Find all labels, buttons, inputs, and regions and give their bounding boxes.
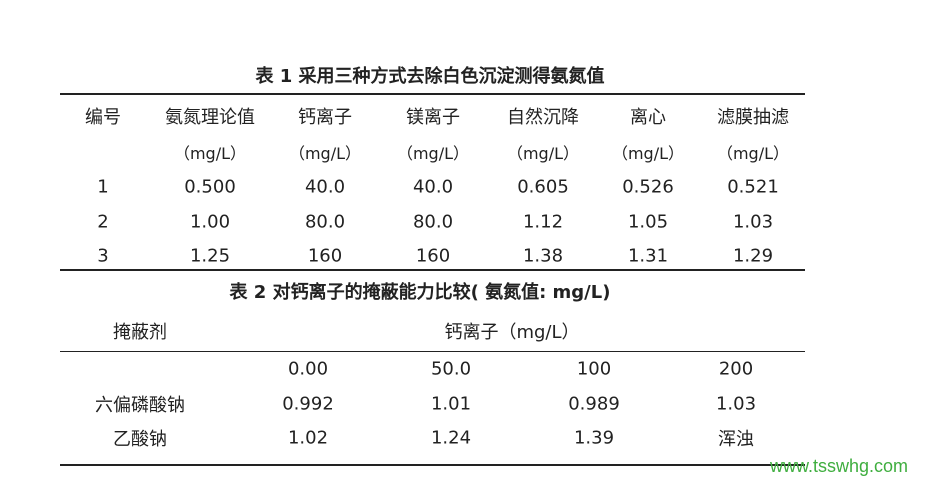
cell: 40.0	[412, 176, 454, 198]
cell: 0.989	[568, 393, 620, 415]
cell: 0.992	[282, 393, 334, 415]
cell: 160	[415, 245, 451, 267]
cell: 0.521	[727, 176, 779, 198]
header-cell: 50.0	[430, 358, 472, 380]
rule	[60, 269, 805, 271]
cell: 80.0	[304, 211, 346, 232]
cell: 1.24	[430, 427, 472, 449]
header-unit: （mg/L）	[288, 144, 362, 163]
cell: 乙酸钠	[113, 429, 167, 450]
header-cell: 钙离子（mg/L）	[444, 322, 580, 343]
header-unit: （mg/L）	[716, 144, 790, 163]
cell: 40.0	[304, 176, 346, 198]
header-unit: （mg/L）	[173, 144, 247, 163]
header-cell: 离心	[630, 107, 666, 128]
cell: 1.29	[732, 245, 774, 267]
cell: 1.05	[627, 211, 669, 232]
cell: 160	[307, 245, 343, 267]
watermark: www.tsswhg.com	[770, 456, 909, 476]
cell: 0.500	[184, 176, 236, 198]
cell: 1.00	[189, 211, 231, 232]
cell: 1.38	[522, 245, 564, 267]
header-cell: 镁离子	[406, 107, 460, 128]
cell: 80.0	[412, 211, 454, 232]
cell: 1.01	[430, 393, 472, 415]
cell: 浑浊	[718, 429, 754, 450]
header-unit: （mg/L）	[396, 144, 470, 163]
table-title: 表 1 采用三种方式去除白色沉淀测得氨氮值	[255, 66, 605, 87]
rule	[60, 464, 805, 466]
header-unit: （mg/L）	[506, 144, 580, 163]
cell: 0.526	[622, 176, 674, 198]
header-cell: 0.00	[287, 358, 329, 380]
cell: 1.12	[522, 211, 564, 232]
header-cell: 滤膜抽滤	[717, 107, 789, 128]
cell: 1.03	[715, 393, 757, 415]
header-cell: 自然沉降	[507, 107, 579, 128]
header-cell: 100	[576, 358, 612, 380]
cell: 1.25	[189, 245, 231, 267]
cell: 1.03	[732, 211, 774, 232]
header-cell: 氨氮理论值	[165, 107, 255, 128]
cell: 1.31	[627, 245, 669, 267]
cell: 3	[97, 245, 109, 267]
cell: 2	[97, 211, 109, 232]
cell: 1	[97, 176, 109, 198]
table-title: 表 2 对钙离子的掩蔽能力比较( 氨氮值: mg/L)	[229, 282, 611, 303]
cell: 六偏磷酸钠	[95, 395, 185, 416]
header-cell: 掩蔽剂	[113, 322, 167, 343]
header-cell: 钙离子	[298, 107, 352, 128]
header-cell: 200	[718, 358, 754, 380]
rule	[60, 351, 805, 352]
header-unit: （mg/L）	[611, 144, 685, 163]
header-cell: 编号	[85, 107, 121, 128]
cell: 1.02	[287, 427, 329, 449]
cell: 1.39	[573, 427, 615, 449]
cell: 0.605	[517, 176, 569, 198]
rule	[60, 93, 805, 95]
